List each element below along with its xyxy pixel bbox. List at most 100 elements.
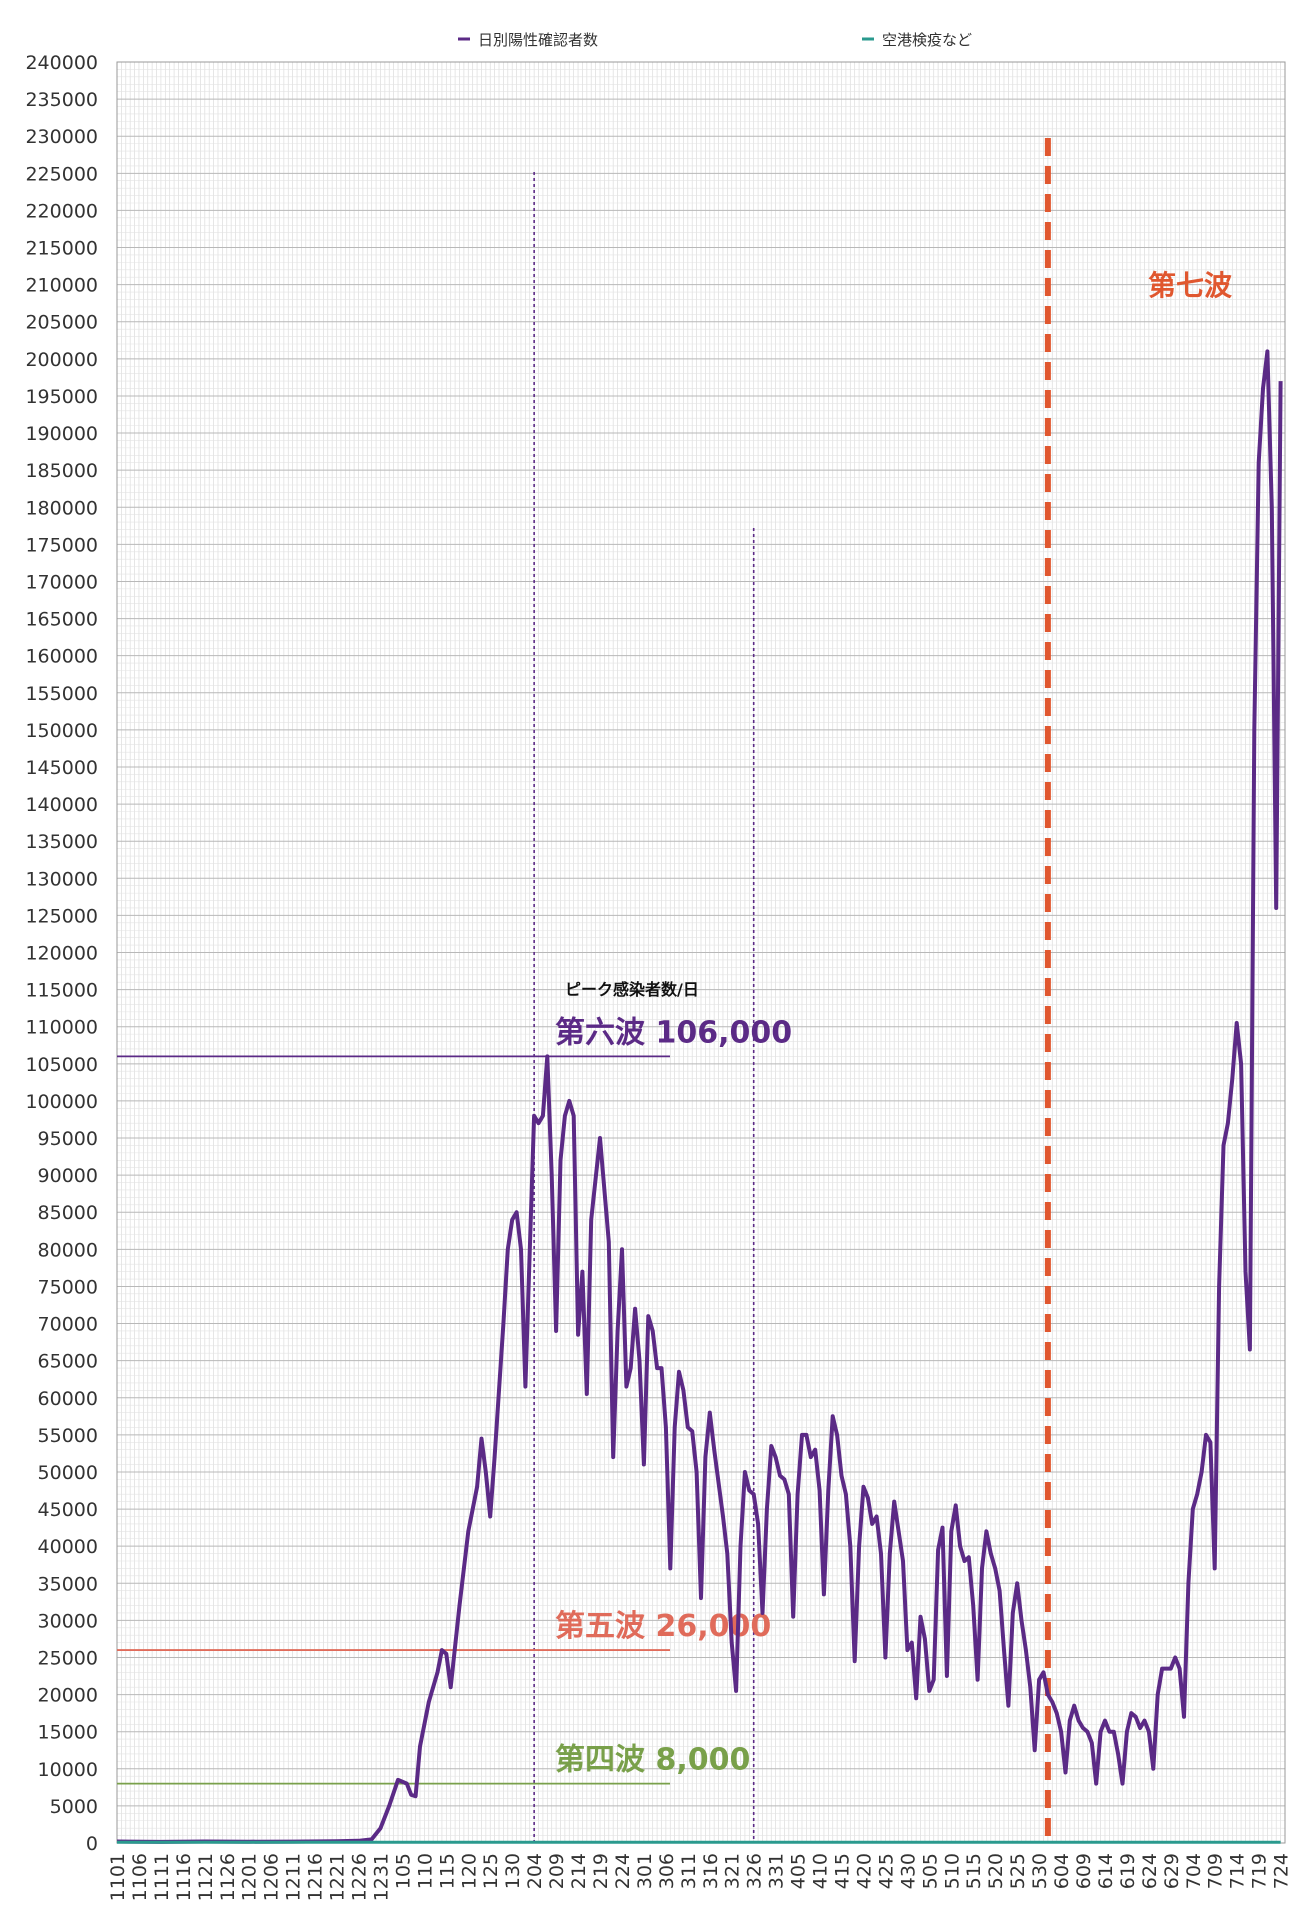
y-tick-label: 35000 xyxy=(38,1573,98,1595)
x-tick-label: 724 xyxy=(1271,1853,1293,1889)
x-tick-label: 410 xyxy=(810,1853,832,1889)
x-tick-label: 719 xyxy=(1249,1853,1271,1889)
x-tick-label: 604 xyxy=(1051,1853,1073,1889)
y-tick-label: 60000 xyxy=(38,1388,98,1410)
y-tick-label: 130000 xyxy=(25,868,98,890)
y-tick-label: 135000 xyxy=(25,831,98,853)
x-tick-label: 1226 xyxy=(349,1853,371,1901)
x-tick-label: 1116 xyxy=(173,1853,195,1901)
y-tick-label: 90000 xyxy=(38,1165,98,1187)
y-tick-label: 200000 xyxy=(25,349,98,371)
x-tick-label: 425 xyxy=(875,1853,897,1889)
x-tick-label: 331 xyxy=(766,1853,788,1889)
x-tick-label: 125 xyxy=(480,1853,502,1889)
y-tick-label: 110000 xyxy=(25,1017,98,1039)
y-tick-label: 0 xyxy=(86,1833,98,1855)
x-tick-label: 105 xyxy=(392,1853,414,1889)
y-tick-label: 30000 xyxy=(38,1610,98,1632)
x-tick-label: 1106 xyxy=(129,1853,151,1901)
y-tick-label: 180000 xyxy=(25,497,98,519)
x-tick-label: 1231 xyxy=(370,1853,392,1901)
x-tick-label: 525 xyxy=(1007,1853,1029,1889)
y-tick-label: 220000 xyxy=(25,200,98,222)
x-tick-label: 619 xyxy=(1117,1853,1139,1889)
x-tick-label: 1221 xyxy=(327,1853,349,1901)
x-tick-label: 321 xyxy=(722,1853,744,1889)
y-tick-label: 85000 xyxy=(38,1202,98,1224)
x-tick-label: 515 xyxy=(963,1853,985,1889)
x-tick-label: 714 xyxy=(1227,1853,1249,1889)
x-tick-label: 1216 xyxy=(305,1853,327,1901)
y-tick-label: 55000 xyxy=(38,1425,98,1447)
y-tick-label: 165000 xyxy=(25,609,98,631)
x-tick-label: 1211 xyxy=(283,1853,305,1901)
x-tick-label: 1111 xyxy=(151,1853,173,1901)
y-tick-label: 230000 xyxy=(25,126,98,148)
x-tick-label: 420 xyxy=(853,1853,875,1889)
x-tick-label: 115 xyxy=(436,1853,458,1889)
y-tick-label: 20000 xyxy=(38,1685,98,1707)
y-tick-label: 105000 xyxy=(25,1054,98,1076)
y-tick-label: 70000 xyxy=(38,1314,98,1336)
x-tick-label: 214 xyxy=(568,1853,590,1889)
peak-caption: ピーク感染者数/日 xyxy=(565,980,699,999)
y-tick-label: 160000 xyxy=(25,646,98,668)
y-tick-label: 100000 xyxy=(25,1091,98,1113)
y-tick-label: 75000 xyxy=(38,1276,98,1298)
x-tick-label: 316 xyxy=(700,1853,722,1889)
y-tick-label: 125000 xyxy=(25,905,98,927)
y-tick-label: 240000 xyxy=(25,52,98,74)
y-tick-label: 120000 xyxy=(25,943,98,965)
y-tick-label: 150000 xyxy=(25,720,98,742)
legend-label: 日別陽性確認者数 xyxy=(478,31,598,49)
y-tick-label: 210000 xyxy=(25,275,98,297)
y-tick-label: 145000 xyxy=(25,757,98,779)
peak-reference-label: 第六波 106,000 xyxy=(555,1015,792,1050)
x-tick-label: 311 xyxy=(678,1853,700,1889)
x-tick-label: 110 xyxy=(414,1853,436,1889)
y-tick-label: 50000 xyxy=(38,1462,98,1484)
x-tick-label: 209 xyxy=(546,1853,568,1889)
x-tick-label: 505 xyxy=(919,1853,941,1889)
y-tick-label: 195000 xyxy=(25,386,98,408)
y-tick-label: 225000 xyxy=(25,163,98,185)
y-tick-label: 190000 xyxy=(25,423,98,445)
x-tick-label: 301 xyxy=(634,1853,656,1889)
x-tick-label: 629 xyxy=(1161,1853,1183,1889)
x-tick-label: 430 xyxy=(897,1853,919,1889)
x-tick-label: 709 xyxy=(1205,1853,1227,1889)
y-tick-label: 215000 xyxy=(25,238,98,260)
x-tick-label: 614 xyxy=(1095,1853,1117,1889)
x-tick-label: 224 xyxy=(612,1853,634,1889)
seventh-wave-label: 第七波 xyxy=(1148,269,1233,302)
x-tick-label: 530 xyxy=(1029,1853,1051,1889)
x-tick-label: 405 xyxy=(788,1853,810,1889)
series-daily-positive-line xyxy=(116,349,1283,1844)
y-tick-label: 40000 xyxy=(38,1536,98,1558)
x-tick-label: 510 xyxy=(941,1853,963,1889)
y-tick-label: 235000 xyxy=(25,89,98,111)
x-tick-label: 120 xyxy=(458,1853,480,1889)
x-tick-label: 130 xyxy=(502,1853,524,1889)
x-tick-label: 1126 xyxy=(217,1853,239,1901)
y-tick-label: 185000 xyxy=(25,460,98,482)
y-tick-label: 115000 xyxy=(25,980,98,1002)
y-tick-label: 65000 xyxy=(38,1351,98,1373)
x-tick-label: 1201 xyxy=(239,1853,261,1901)
x-tick-label: 326 xyxy=(744,1853,766,1889)
x-tick-label: 704 xyxy=(1183,1853,1205,1889)
y-tick-label: 5000 xyxy=(50,1796,98,1818)
x-tick-label: 306 xyxy=(656,1853,678,1889)
x-tick-label: 204 xyxy=(524,1853,546,1889)
y-tick-label: 95000 xyxy=(38,1128,98,1150)
x-tick-label: 624 xyxy=(1139,1853,1161,1889)
x-tick-label: 609 xyxy=(1073,1853,1095,1889)
peak-reference-label: 第五波 26,000 xyxy=(555,1609,771,1644)
y-tick-label: 80000 xyxy=(38,1239,98,1261)
legend-label: 空港検疫など xyxy=(882,31,972,49)
y-tick-label: 10000 xyxy=(38,1759,98,1781)
y-tick-label: 205000 xyxy=(25,312,98,334)
peak-reference-label: 第四波 8,000 xyxy=(555,1743,750,1778)
